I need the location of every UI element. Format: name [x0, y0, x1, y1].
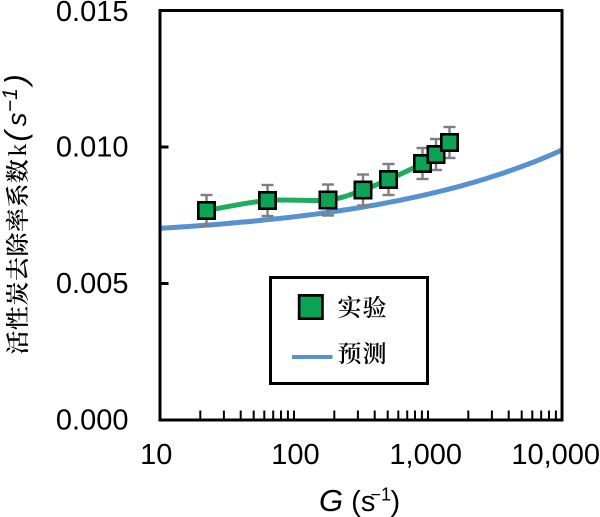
- svg-text:0.005: 0.005: [56, 268, 129, 300]
- svg-text:k: k: [5, 143, 32, 156]
- svg-text:−1: −1: [371, 485, 392, 505]
- svg-text:): ): [0, 74, 33, 88]
- svg-text:0.000: 0.000: [56, 405, 129, 437]
- svg-text:0.010: 0.010: [56, 132, 129, 164]
- svg-text:10: 10: [140, 439, 172, 471]
- svg-text:G (s: G (s: [319, 483, 375, 517]
- svg-text:100: 100: [271, 439, 319, 471]
- svg-text:(: (: [0, 129, 33, 142]
- svg-text:s: s: [2, 113, 32, 127]
- svg-text:1,000: 1,000: [389, 439, 462, 471]
- svg-text:10,000: 10,000: [511, 439, 600, 471]
- svg-text:−1: −1: [0, 88, 22, 112]
- svg-text:): ): [391, 486, 401, 517]
- svg-text:0.015: 0.015: [56, 0, 129, 28]
